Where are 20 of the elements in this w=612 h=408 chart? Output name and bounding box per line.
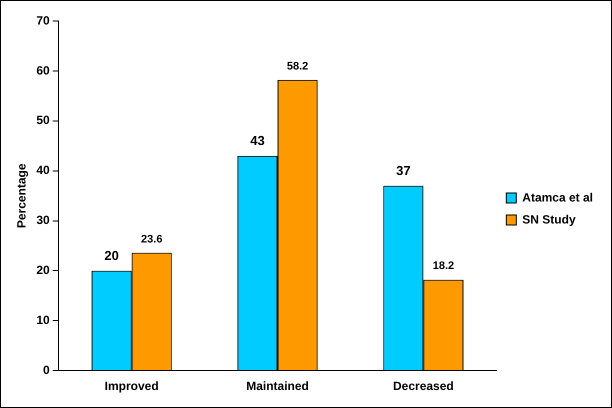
legend-label: Atamca et al (522, 190, 594, 204)
x-tick-label: Maintained (246, 379, 309, 394)
y-tick-label: 70 (36, 13, 50, 28)
data-label: 20 (104, 248, 119, 263)
y-tick-label: 10 (36, 312, 50, 327)
data-label: 37 (396, 162, 411, 178)
data-label: 43 (250, 132, 265, 148)
y-axis-title: Percentage (14, 163, 29, 228)
data-label: 23.6 (141, 233, 162, 246)
x-tick-label: Decreased (393, 379, 454, 394)
y-tick-label: 0 (43, 362, 50, 377)
y-tick-label: 20 (36, 263, 50, 278)
data-label: 18.2 (432, 260, 454, 272)
y-tick-label: 40 (36, 163, 50, 178)
x-tick-label: Improved (104, 379, 159, 394)
y-tick-label: 50 (36, 113, 50, 128)
y-tick-label: 30 (36, 213, 50, 228)
y-tick-label: 60 (36, 63, 50, 78)
data-label: 58.2 (286, 60, 308, 72)
legend-label: SN Study (522, 212, 576, 226)
